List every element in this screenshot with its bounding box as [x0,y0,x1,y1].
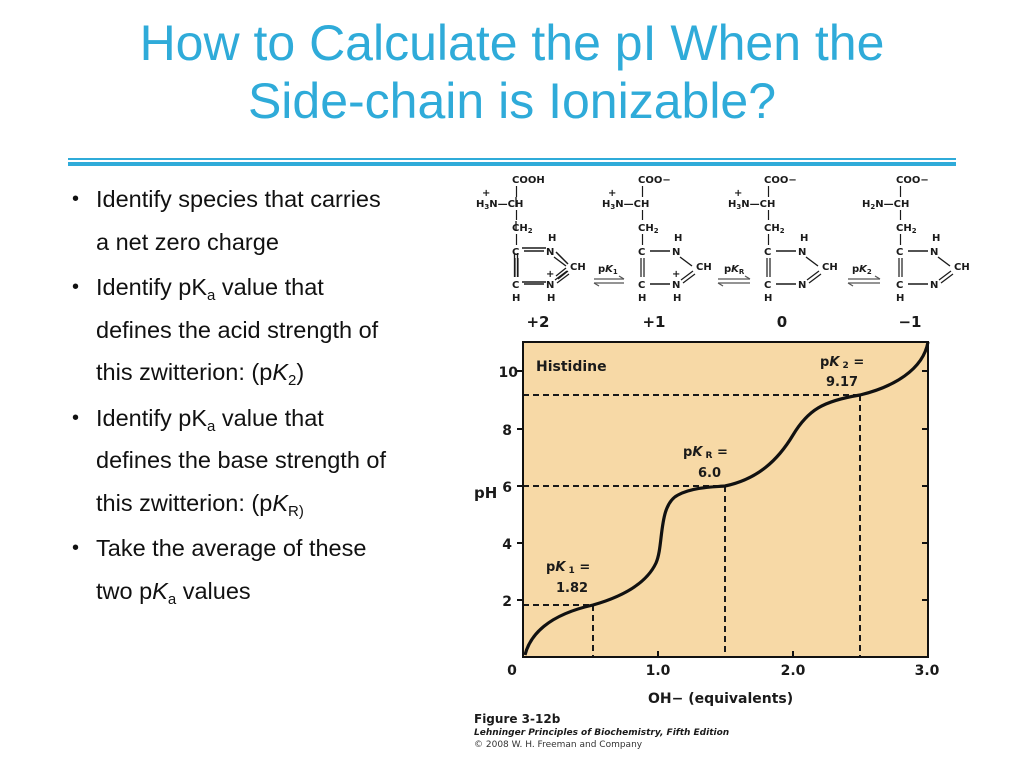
svg-text:H: H [764,293,772,304]
svg-text:pK2: pK2 [852,264,872,276]
titration-chart: 2 4 6 8 10 pH 0 1.0 2.0 3.0 OH− (equival… [474,341,940,707]
svg-text:H: H [932,233,940,244]
svg-text:N: N [546,280,554,291]
slide-title: How to Calculate the pI When the Side-ch… [40,14,984,130]
svg-text:CH: CH [696,262,712,273]
pkr-label: pK R = [683,445,728,461]
svg-text:0: 0 [777,313,787,331]
svg-text:N: N [930,247,938,258]
species-plus2: COOH + H3N—CH CH2 C H N CH C N + H H +2 [476,175,586,331]
bullet-item-3: Identify pKa value that defines the base… [70,397,460,525]
pk2-value: 9.17 [826,375,858,390]
bullet-item-4: Take the average of these two pKa values [70,527,460,612]
svg-text:8: 8 [502,423,512,439]
svg-text:+2: +2 [526,313,549,331]
titration-curve [523,341,930,656]
svg-text:COO−: COO− [896,175,929,186]
svg-text:H: H [673,293,681,304]
svg-text:CH2: CH2 [512,223,533,235]
svg-text:H: H [638,293,646,304]
svg-text:N: N [798,247,806,258]
svg-text:+: + [734,188,742,199]
svg-text:H: H [674,233,682,244]
svg-text:C: C [896,280,903,291]
chart-title: Histidine [536,359,607,375]
title-line-2: Side-chain is Ionizable? [247,73,777,129]
svg-text:+1: +1 [642,313,665,331]
pk2-label: pK 2 = [820,355,864,371]
bullet-list: Identify species that carries a net zero… [70,178,460,615]
svg-text:COOH: COOH [512,175,545,186]
svg-text:N: N [672,280,680,291]
svg-text:CH2: CH2 [896,223,917,235]
plot-frame [522,341,929,658]
svg-text:N: N [672,247,680,258]
pk1-value: 1.82 [556,581,588,596]
svg-text:1.0: 1.0 [646,663,671,679]
svg-text:+: + [482,188,490,199]
svg-text:H3N—CH: H3N—CH [602,199,649,211]
bullet-item-2: Identify pKa value that defines the acid… [70,266,460,394]
svg-text:N: N [798,280,806,291]
svg-text:CH: CH [954,262,970,273]
svg-text:N: N [546,247,554,258]
caption-copyright: © 2008 W. H. Freeman and Company [474,740,643,750]
species-minus1: COO− H2N—CH CH2 C H N CH C N H −1 [862,175,970,331]
svg-text:0: 0 [507,663,517,679]
svg-text:pK1: pK1 [598,264,618,276]
x-axis-label: OH− (equivalents) [648,691,793,707]
svg-text:3.0: 3.0 [915,663,940,679]
svg-text:−1: −1 [898,313,921,331]
equilibrium-pkr: pKR [717,264,751,287]
title-divider-thick [68,162,956,166]
svg-text:CH: CH [570,262,586,273]
svg-text:C: C [638,247,645,258]
title-divider-thin [68,158,956,160]
svg-text:C: C [512,247,519,258]
figure-svg: COOH + H3N—CH CH2 C H N CH C N + H H +2 [474,175,970,707]
svg-text:H: H [896,293,904,304]
svg-text:COO−: COO− [764,175,797,186]
svg-text:+: + [672,269,680,280]
svg-text:CH2: CH2 [638,223,659,235]
svg-text:C: C [764,280,771,291]
equilibrium-pk1: pK1 [593,264,625,287]
pkr-value: 6.0 [698,466,721,481]
species-zero: COO− + H3N—CH CH2 C H N CH C N H 0 [728,175,838,331]
svg-text:COO−: COO− [638,175,671,186]
svg-text:2.0: 2.0 [781,663,806,679]
figure-caption: Figure 3-12b Lehninger Principles of Bio… [474,712,794,751]
equilibrium-pk2: pK2 [847,264,881,287]
title-line-1: How to Calculate the pI When the [139,15,885,71]
caption-figure-number: Figure 3-12b [474,712,561,726]
svg-text:+: + [608,188,616,199]
svg-text:H: H [548,233,556,244]
svg-text:C: C [512,280,519,291]
svg-text:pKR: pKR [724,264,745,276]
svg-text:H3N—CH: H3N—CH [728,199,775,211]
pk1-label: pK 1 = [546,560,590,576]
histidine-figure: COOH + H3N—CH CH2 C H N CH C N + H H +2 [468,165,988,765]
svg-text:C: C [896,247,903,258]
svg-text:CH2: CH2 [764,223,785,235]
caption-book-title: Lehninger Principles of Biochemistry, Fi… [474,728,730,738]
svg-text:C: C [638,280,645,291]
svg-text:CH: CH [822,262,838,273]
svg-text:H: H [547,293,555,304]
svg-text:C: C [764,247,771,258]
svg-text:2: 2 [502,594,512,610]
species-plus1: COO− + H3N—CH CH2 C H N CH C N + H H +1 [602,175,712,331]
svg-text:4: 4 [502,537,512,553]
svg-text:10: 10 [499,365,519,381]
bullet-item-1: Identify species that carries a net zero… [70,178,460,263]
svg-text:H: H [800,233,808,244]
svg-text:+: + [546,269,554,280]
svg-text:N: N [930,280,938,291]
y-axis-label: pH [474,484,497,502]
svg-text:H2N—CH: H2N—CH [862,199,909,211]
svg-text:H: H [512,293,520,304]
svg-text:6: 6 [502,480,512,496]
reference-lines [523,394,861,657]
